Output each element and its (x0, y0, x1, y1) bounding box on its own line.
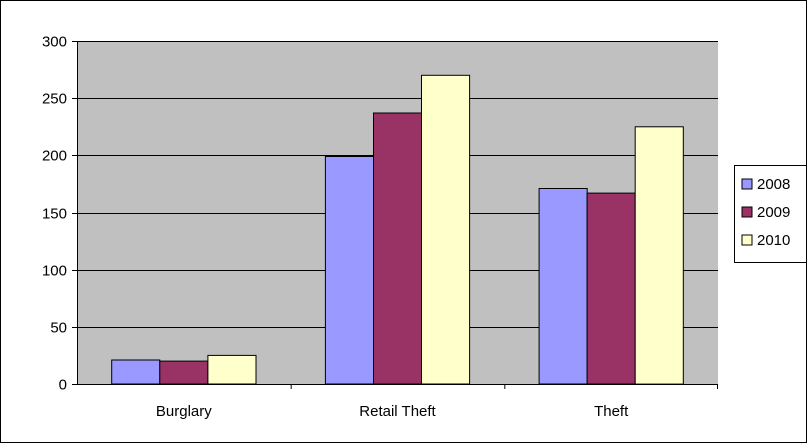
x-axis-ticks: Burglary Retail Theft Theft (156, 384, 718, 420)
y-tick-label: 150 (42, 206, 67, 223)
bar-2010-theft (634, 126, 684, 385)
bar-2008-burglary (111, 359, 161, 385)
bar-2009-retail-theft (373, 112, 423, 385)
y-axis-ticks: 0 50 100 150 200 250 300 (42, 34, 77, 394)
x-category-label: Theft (594, 403, 629, 420)
bars (111, 74, 684, 385)
legend-swatch-2009 (741, 206, 753, 218)
legend-swatch-2010 (741, 234, 753, 246)
y-tick-label: 0 (59, 377, 67, 394)
y-tick-label: 250 (42, 91, 67, 108)
bar-2010-retail-theft (421, 74, 471, 385)
bar-2008-theft (538, 188, 588, 385)
bar-2009-burglary (159, 360, 209, 385)
legend-label-2009: 2009 (757, 204, 790, 221)
y-tick-label: 300 (42, 34, 67, 51)
bar-2010-burglary (207, 354, 257, 385)
legend-swatch-2008 (741, 178, 753, 190)
legend-label-2008: 2008 (757, 176, 790, 193)
legend: 2008 2009 2010 (734, 165, 806, 263)
y-tick-label: 100 (42, 263, 67, 280)
x-category-label: Retail Theft (359, 403, 436, 420)
y-tick-label: 50 (50, 320, 67, 337)
x-category-label: Burglary (156, 403, 212, 420)
legend-label-2010: 2010 (757, 232, 790, 249)
bar-2009-theft (586, 192, 636, 385)
bar-2008-retail-theft (324, 156, 374, 385)
y-tick-label: 200 (42, 148, 67, 165)
